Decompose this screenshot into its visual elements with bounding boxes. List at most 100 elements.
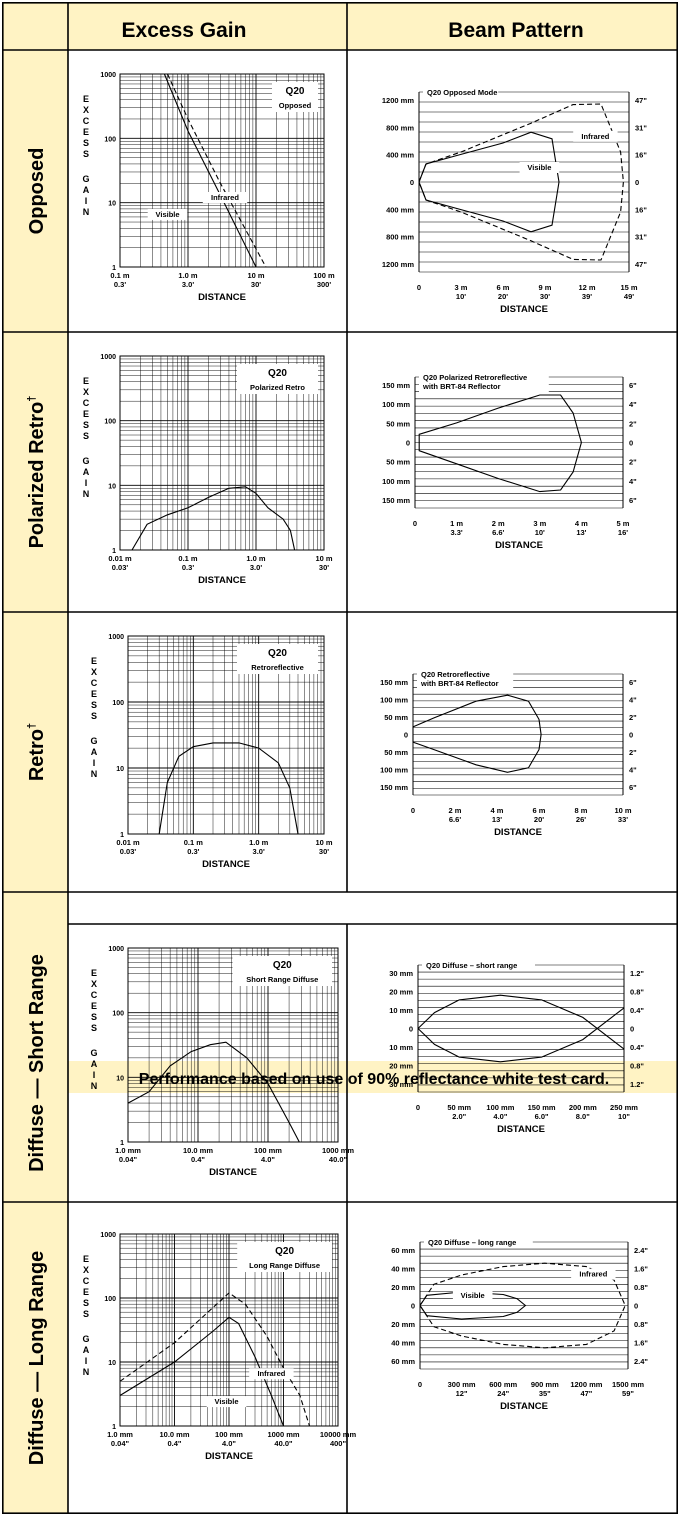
row-label-1: Polarized Retro† [26,396,48,549]
beam-pattern-chart-2: 150 mm 100 mm 50 mm 0 50 mm 100 mm 150 mm 6" 4" 2… [380,668,637,838]
excess-gain-chart-4: 1000 100 10 11.0 mm0.04" 10.0 mm0.4" 100 mm4.… [82,1232,356,1462]
gain-xtick-label-imperial: 4.0" [261,1155,275,1164]
gain-subtitle: Retroreflective [251,663,304,672]
beam-left-tick: 10 mm [389,1043,413,1052]
gain-series-label-bg [206,1396,247,1408]
beam-left-tick: 150 mm [382,496,410,505]
reflectance-note: Performance based on use of 90% reflecta… [139,1071,609,1088]
gain-yaxis-letter: S [91,1012,97,1022]
gain-yaxis-letter: N [83,489,90,499]
beam-right-tick: 0.4" [630,1006,644,1015]
gain-yaxis-letter: E [83,409,89,419]
beam-series-label-bg [571,1268,616,1280]
gain-xaxis-label: DISTANCE [198,292,246,303]
gain-series-line [163,73,257,268]
gain-yaxis-letter: G [90,736,97,746]
beam-xtick-label-imperial: 2.0" [452,1112,466,1121]
gain-yaxis-letter: G [82,456,89,466]
beam-right-tick: 6" [629,783,637,792]
gain-subtitle: Short Range Diffuse [246,975,318,984]
gain-yaxis-letter: C [91,990,98,1000]
beam-right-tick: 0 [629,731,633,740]
beam-right-tick: 6" [629,496,637,505]
beam-series-label: Infrared [581,132,609,141]
beam-right-tick: 0 [630,1025,634,1034]
gain-title-box [237,1242,332,1272]
gain-series-line [119,1316,285,1427]
beam-title: Q20 Opposed Mode [427,88,497,97]
excess-gain-chart-3: 1000 100 10 11.0 mm0.04" 10.0 mm0.4" 100 mm4.… [90,946,354,1178]
beam-left-tick: 30 mm [389,1080,413,1089]
gain-ytick-label: 1000 [100,72,116,79]
beam-left-tick: 150 mm [382,381,410,390]
beam-series-line [418,131,560,233]
gain-yaxis-letter: N [83,1367,90,1377]
beam-xtick-label-imperial: 6.6' [449,815,461,824]
beam-pattern-chart-4: 60 mm 40 mm 20 mm 0 20 mm 40 mm 60 mm 2.4" 1.6" 0… [391,1236,648,1412]
gain-yaxis-letter: X [83,387,89,397]
gain-yaxis-letter: X [83,105,89,115]
beam-xtick-label: 12 m [578,283,595,292]
gain-title: Q20 [275,1246,294,1257]
gain-xaxis-label: DISTANCE [198,575,246,586]
beam-xtick-label-imperial: 59" [622,1389,634,1398]
beam-xtick-label: 1500 mm [612,1380,644,1389]
gain-yaxis-letter: S [83,1309,89,1319]
beam-title: Q20 Diffuse – long range [428,1238,516,1247]
beam-series-label: Visible [527,163,551,172]
gain-yaxis-letter: C [83,1276,90,1286]
beam-left-tick: 0 [406,439,410,448]
beam-xtick-label-imperial: 39' [582,292,592,301]
gain-xtick-label: 0.1 m [184,838,204,847]
gain-ytick-label: 10 [116,1075,124,1082]
beam-left-tick: 50 mm [386,458,410,467]
gain-xtick-label: 1.0 m [178,271,198,280]
gain-subtitle: Long Range Diffuse [249,1261,320,1270]
gain-yaxis-letter: E [91,656,97,666]
beam-left-tick: 800 mm [386,123,414,132]
gain-xtick-label-imperial: 30' [319,847,329,856]
beam-title-line2: with BRT-84 Reflector [422,382,501,391]
beam-left-tick: 100 mm [382,400,410,409]
beam-xtick-label: 0 [416,1103,420,1112]
gain-ytick-label: 1000 [108,634,124,641]
gain-yaxis-letter: N [91,1081,98,1091]
beam-series-label-bg [519,162,560,173]
gain-ytick-label: 1 [112,1424,116,1431]
beam-right-tick: 2" [629,419,637,428]
gain-yaxis-letter: A [83,467,90,477]
gain-ytick-label: 100 [112,700,124,707]
beam-right-tick: 4" [629,696,637,705]
beam-left-tick: 30 mm [389,969,413,978]
gain-ytick-label: 1 [120,1140,124,1147]
beam-xaxis-label: DISTANCE [495,540,543,551]
beam-right-tick: 0.8" [630,988,644,997]
gain-ytick-label: 1 [120,832,124,839]
beam-xtick-label-imperial: 13' [576,528,586,537]
gain-xaxis-label: DISTANCE [202,859,250,870]
gain-yaxis-letter: A [91,747,98,757]
gain-xtick-label: 10.0 mm [159,1430,189,1439]
beam-xtick-label-imperial: 8.0" [576,1112,590,1121]
beam-grid [420,1241,628,1370]
gain-ytick-label: 1 [112,548,116,555]
gain-xtick-label-imperial: 4.0" [222,1439,236,1448]
gain-title: Q20 [268,368,287,379]
gain-subtitle: Polarized Retro [250,383,305,392]
gain-ytick-label: 100 [104,1296,116,1303]
beam-xaxis-label: DISTANCE [500,1401,548,1412]
beam-left-tick: 150 mm [380,678,408,687]
beam-left-tick: 0 [404,731,408,740]
beam-right-tick: 1.6" [634,1265,648,1274]
gain-xtick-label: 0.1 m [178,554,198,563]
beam-xtick-label: 100 mm [486,1103,514,1112]
gain-yaxis-letter: I [85,196,88,206]
beam-grid [418,964,624,1093]
gain-series-line [158,742,299,835]
gain-yaxis-letter: E [83,1287,89,1297]
gain-ytick-label: 1000 [100,354,116,361]
beam-xtick-label-imperial: 33' [618,815,628,824]
beam-xtick-label: 10 m [614,806,631,815]
beam-right-tick: 47" [635,260,647,269]
beam-left-tick: 0 [409,1025,413,1034]
